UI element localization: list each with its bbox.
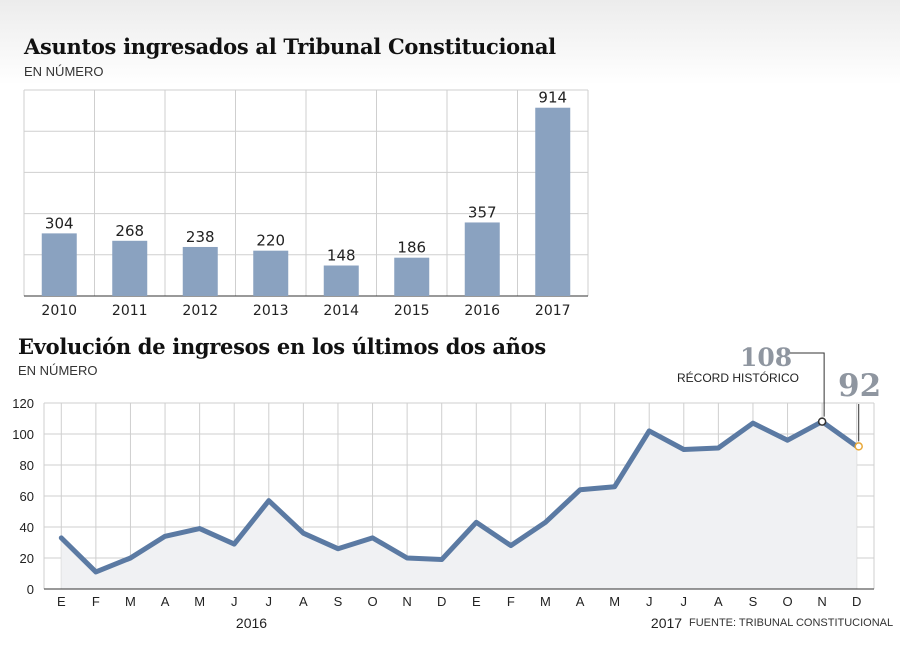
month-label: N [402,594,411,609]
record-value-label: 108 [740,343,792,372]
y-tick-label: 20 [20,551,34,566]
bar-chart-subtitle: EN NÚMERO [24,64,104,79]
line-chart-title: Evolución de ingresos en los últimos dos… [18,334,546,359]
month-label: O [782,594,792,609]
month-label: F [92,594,100,609]
bar-value-label: 304 [45,214,74,232]
record-marker [817,417,827,426]
bar-category-label: 2015 [394,303,430,319]
month-label: S [334,594,343,609]
bar-category-label: 2012 [182,303,218,319]
month-label: S [749,594,758,609]
bar-value-label: 220 [256,232,285,250]
record-leader-line [786,352,825,417]
bar-value-label: 186 [397,239,426,257]
month-label: D [852,594,861,609]
month-label: A [161,594,170,609]
last-value-label: 92 [838,368,881,404]
line-area-fill [61,421,857,589]
bar-2012 [182,246,218,296]
bar-2017 [535,107,571,296]
bar-category-label: 2014 [323,303,359,319]
y-tick-label: 40 [20,520,34,535]
month-label: F [507,594,515,609]
bar-category-label: 2011 [112,303,148,319]
year-label-2017: 2017 [651,615,682,631]
month-label: A [299,594,308,609]
month-label: E [472,594,481,609]
bar-2015 [394,257,430,296]
y-tick-label: 80 [20,458,34,473]
month-label: J [646,594,653,609]
month-label: J [266,594,273,609]
bar-value-label: 268 [115,222,144,240]
month-label: A [714,594,723,609]
source-note: FUENTE: TRIBUNAL CONSTITUCIONAL [689,617,893,629]
month-label: M [540,594,551,609]
bar-2016 [464,222,500,296]
series-line [58,419,860,575]
month-label: M [125,594,136,609]
y-tick-label: 100 [12,427,34,442]
bar-2013 [253,250,289,296]
bar-2014 [323,265,359,296]
y-tick-label: 0 [27,582,34,597]
month-label: J [681,594,688,609]
y-tick-label: 60 [20,489,34,504]
month-label: J [231,594,238,609]
last-value-marker [854,442,863,451]
bar-category-label: 2017 [535,303,571,319]
month-label: O [367,594,377,609]
bar-value-label: 357 [468,203,497,221]
month-label: D [437,594,446,609]
month-label: N [817,594,826,609]
month-label: E [57,594,66,609]
y-tick-label: 120 [12,396,34,411]
line-chart-subtitle: EN NÚMERO [18,363,98,378]
month-label: M [194,594,205,609]
bar-value-label: 238 [186,228,215,246]
month-label: A [576,594,585,609]
bar-2010 [41,233,77,296]
bar-category-label: 2010 [41,303,77,319]
bar-value-label: 148 [327,247,356,265]
bar-chart-title: Asuntos ingresados al Tribunal Constituc… [24,34,556,59]
bar-category-label: 2013 [253,303,289,319]
bar-category-label: 2016 [464,303,500,319]
bar-value-label: 914 [538,89,567,107]
year-label-2016: 2016 [236,615,267,631]
month-label: M [609,594,620,609]
record-caption: RÉCORD HISTÓRICO [677,370,799,385]
bar-2011 [112,240,148,296]
